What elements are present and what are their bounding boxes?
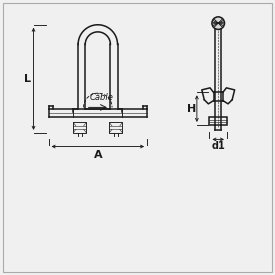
Text: d1: d1: [211, 141, 225, 151]
Bar: [109, 122, 122, 133]
Bar: [210, 117, 227, 125]
Text: L: L: [24, 74, 31, 84]
Bar: [73, 122, 86, 133]
Circle shape: [212, 17, 224, 29]
Text: Câble: Câble: [90, 92, 114, 101]
Text: A: A: [94, 150, 102, 160]
Text: H: H: [187, 104, 196, 114]
